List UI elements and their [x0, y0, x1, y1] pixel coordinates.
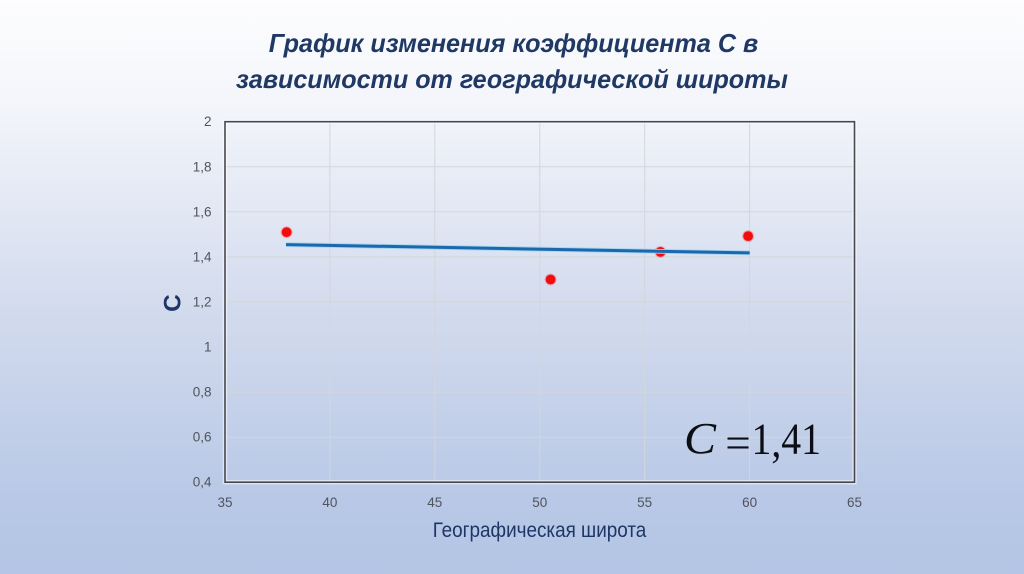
svg-text:0,4: 0,4 — [193, 475, 212, 490]
svg-text:40: 40 — [322, 495, 337, 510]
svg-text:60: 60 — [742, 495, 757, 510]
svg-text:2: 2 — [204, 114, 212, 129]
svg-text:0,6: 0,6 — [193, 430, 212, 445]
svg-text:C: C — [684, 414, 717, 463]
svg-text:1,8: 1,8 — [193, 159, 212, 174]
svg-text:55: 55 — [637, 495, 652, 510]
svg-text:1,41: 1,41 — [752, 415, 822, 467]
svg-text:35: 35 — [217, 495, 232, 510]
svg-text:Географическая широта: Географическая широта — [433, 518, 647, 542]
svg-text:0,8: 0,8 — [193, 385, 212, 400]
svg-text:50: 50 — [532, 495, 547, 510]
svg-text:=: = — [725, 420, 751, 467]
svg-text:1: 1 — [204, 340, 212, 355]
svg-text:65: 65 — [847, 495, 862, 510]
svg-text:1,2: 1,2 — [193, 295, 212, 310]
svg-text:45: 45 — [427, 495, 442, 510]
svg-text:1,6: 1,6 — [193, 204, 212, 219]
svg-text:1,4: 1,4 — [193, 249, 212, 264]
svg-text:С: С — [160, 294, 187, 312]
